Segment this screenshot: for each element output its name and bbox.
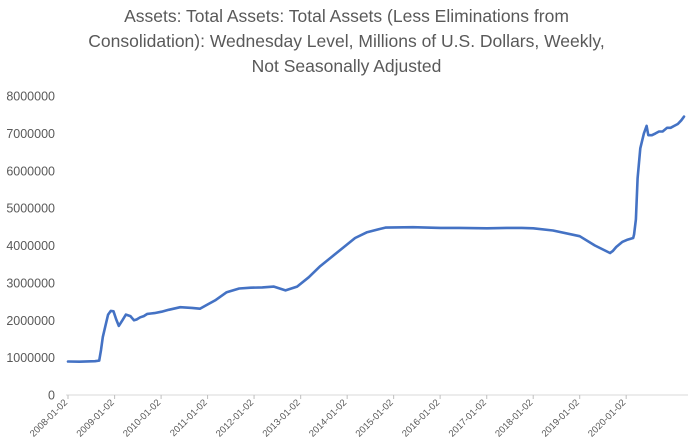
x-tick-label: 2010-01-02 <box>121 397 163 439</box>
total-assets-series-line <box>66 115 686 364</box>
plot-area <box>66 115 686 364</box>
y-tick-label: 1000000 <box>6 351 55 365</box>
x-tick-label: 2020-01-02 <box>586 397 628 439</box>
y-tick-label: 7000000 <box>6 127 55 141</box>
x-tick-label: 2008-01-02 <box>28 397 70 439</box>
y-tick-label: 5000000 <box>6 202 55 216</box>
chart-title: Assets: Total Assets: Total Assets (Less… <box>0 4 693 79</box>
x-tick-label: 2018-01-02 <box>493 397 535 439</box>
y-tick-label: 4000000 <box>6 239 55 253</box>
y-tick-label: 0 <box>48 389 55 403</box>
x-tick-label: 2014-01-02 <box>307 397 349 439</box>
x-axis: 2008-01-02 2009-01-02 2010-01-02 2011-01-02… <box>28 394 688 439</box>
chart-title-line-3: Not Seasonally Adjusted <box>251 56 442 76</box>
x-tick-label: 2012-01-02 <box>214 397 256 439</box>
y-tick-label: 2000000 <box>6 314 55 328</box>
y-axis: 0 1000000 2000000 3000000 4000000 5000000 6000… <box>6 90 55 403</box>
x-tick-label: 2019-01-02 <box>540 397 582 439</box>
chart-title-line-2: Consolidation): Wednesday Level, Million… <box>88 31 605 51</box>
x-tick-label: 2015-01-02 <box>354 397 396 439</box>
x-tick-label: 2017-01-02 <box>447 397 489 439</box>
x-tick-label: 2013-01-02 <box>261 397 303 439</box>
chart-title-line-1: Assets: Total Assets: Total Assets (Less… <box>124 6 569 26</box>
y-tick-label: 6000000 <box>6 164 55 178</box>
y-tick-label: 8000000 <box>6 90 55 104</box>
x-tick-label: 2011-01-02 <box>168 397 210 439</box>
x-tick-label: 2016-01-02 <box>400 397 442 439</box>
x-tick-label: 2009-01-02 <box>75 397 117 439</box>
y-tick-label: 3000000 <box>6 276 55 290</box>
